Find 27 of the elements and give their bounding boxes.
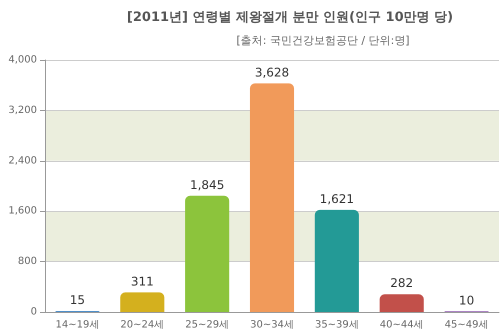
bar	[314, 210, 359, 312]
data-label: 1,621	[320, 192, 354, 206]
data-label: 282	[390, 276, 414, 290]
y-tick-label: 800	[18, 256, 37, 268]
chart-title: [2011년] 연령별 제왕절개 분만 인원(인구 10만명 당)	[126, 10, 454, 25]
x-tick-label: 14~19세	[56, 320, 100, 330]
bar	[380, 294, 424, 312]
x-tick-label: 20~24세	[120, 320, 164, 330]
bar	[185, 196, 230, 312]
y-tick-label: 1,600	[8, 206, 37, 217]
y-tick-label: 2,400	[8, 155, 37, 166]
bar	[120, 292, 164, 312]
data-label: 15	[70, 293, 86, 308]
chart-subtitle: [출처: 국민건강보험공단 / 단위:명]	[236, 34, 410, 47]
data-label: 3,628	[254, 65, 290, 80]
data-label: 311	[130, 274, 154, 288]
x-tick-label: 30~34세	[250, 320, 294, 330]
y-tick-label: 0	[30, 306, 37, 318]
x-tick-label: 25~29세	[185, 320, 230, 330]
x-tick-label: 35~39세	[314, 320, 359, 330]
y-tick-label: 3,200	[8, 104, 37, 116]
x-tick-label: 45~49세	[444, 320, 488, 330]
bar	[250, 83, 294, 312]
data-label: 10	[458, 293, 474, 308]
data-label: 1,845	[190, 178, 224, 192]
y-tick-label: 4,000	[8, 54, 37, 66]
x-tick-label: 40~44세	[380, 320, 424, 330]
